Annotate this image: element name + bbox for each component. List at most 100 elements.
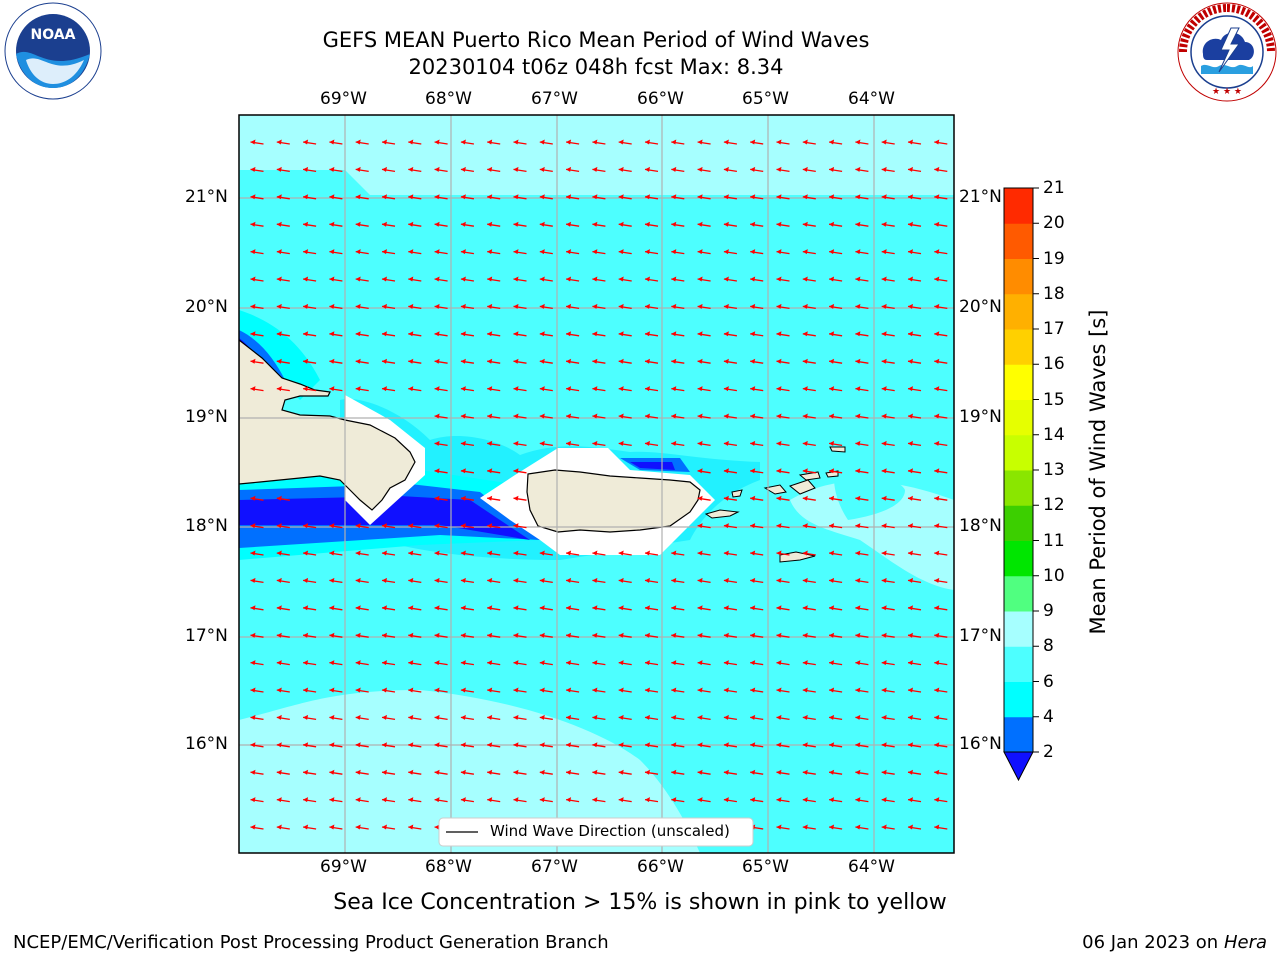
wind-wave-arrow — [276, 194, 290, 200]
wind-wave-arrow — [539, 660, 553, 666]
wind-wave-arrow — [381, 358, 396, 364]
wind-wave-arrow — [460, 605, 474, 611]
wind-wave-arrow — [329, 331, 343, 337]
colorbar-tick-label: 13 — [1043, 460, 1065, 480]
wind-wave-arrow — [487, 468, 501, 474]
lat-label: 21°N — [959, 187, 1002, 207]
wind-wave-arrow — [539, 331, 553, 337]
lat-label: 18°N — [185, 516, 228, 536]
colorbar-tick-label: 8 — [1043, 636, 1054, 657]
wind-wave-arrow — [434, 605, 448, 611]
wind-wave-arrow — [671, 440, 685, 447]
wind-wave-arrow — [723, 139, 737, 145]
wind-wave-arrow — [907, 413, 922, 419]
wind-wave-arrow — [776, 824, 790, 830]
wind-wave-arrow — [566, 660, 580, 666]
wind-wave-arrow — [697, 166, 711, 173]
wind-wave-arrow — [539, 577, 553, 584]
wind-wave-arrow — [250, 303, 264, 310]
wind-wave-arrow — [750, 714, 764, 721]
wind-wave-arrow — [750, 632, 764, 638]
wind-wave-arrow — [487, 523, 501, 529]
wind-wave-arrow — [829, 249, 843, 255]
wind-wave-arrow — [644, 577, 659, 584]
wind-wave-arrow — [750, 660, 764, 666]
wind-wave-arrow — [881, 495, 895, 501]
colorbar-segment — [1004, 434, 1033, 471]
wind-wave-arrow — [592, 413, 606, 419]
wind-wave-arrow — [487, 413, 501, 419]
wind-wave-arrow — [276, 276, 290, 282]
wind-wave-arrow — [355, 577, 369, 584]
wind-wave-arrow — [276, 495, 290, 501]
wind-wave-arrow — [381, 824, 396, 830]
wind-wave-arrow — [776, 221, 790, 227]
wind-wave-arrow — [802, 550, 816, 556]
wind-wave-arrow — [881, 139, 895, 145]
wind-wave-arrow — [671, 687, 685, 693]
wind-wave-arrow — [408, 687, 422, 693]
wind-wave-arrow — [934, 249, 948, 255]
wind-wave-arrow — [408, 797, 422, 803]
wind-wave-arrow — [460, 331, 474, 337]
wind-wave-arrow — [381, 769, 396, 775]
wind-wave-arrow — [934, 331, 948, 337]
wind-wave-arrow — [881, 632, 895, 638]
wind-wave-arrow — [644, 331, 659, 337]
wind-wave-arrow — [355, 550, 369, 556]
wind-wave-arrow — [566, 769, 580, 775]
wind-wave-arrow — [381, 687, 396, 693]
wind-wave-arrow — [408, 331, 422, 337]
wind-wave-arrow — [723, 249, 737, 255]
wind-wave-arrow — [381, 386, 396, 392]
wind-wave-arrow — [303, 523, 317, 529]
wind-wave-arrow — [802, 303, 816, 310]
wind-wave-arrow — [434, 358, 448, 364]
wind-wave-arrow — [802, 468, 816, 474]
wind-wave-arrow — [250, 276, 264, 282]
lat-label: 18°N — [959, 516, 1002, 536]
lon-label: 69°W — [320, 857, 367, 877]
wind-wave-arrow — [697, 797, 711, 803]
wind-wave-arrow — [750, 605, 764, 611]
wind-wave-arrow — [250, 249, 264, 255]
wind-wave-arrow — [671, 769, 685, 775]
wind-wave-arrow — [855, 550, 869, 556]
wind-wave-arrow — [776, 276, 790, 282]
wind-wave-arrow — [276, 166, 290, 173]
wind-wave-arrow — [750, 577, 764, 584]
wind-wave-arrow — [855, 276, 869, 282]
wind-wave-arrow — [539, 632, 553, 638]
wind-wave-arrow — [487, 632, 501, 638]
wind-wave-arrow — [250, 139, 264, 145]
wind-wave-arrow — [750, 194, 764, 200]
wind-wave-arrow — [934, 523, 948, 529]
wind-wave-arrow — [802, 358, 816, 364]
wind-wave-arrow — [723, 769, 737, 775]
landmass-hispaniola — [239, 339, 416, 511]
wind-wave-arrow — [329, 605, 343, 611]
wind-wave-arrow — [513, 331, 527, 337]
wind-wave-arrow — [460, 550, 474, 556]
landmass-puerto-rico — [526, 469, 701, 533]
wind-wave-arrow — [487, 550, 501, 556]
wind-wave-arrow — [303, 194, 317, 200]
wind-wave-arrow — [776, 331, 790, 337]
wind-wave-arrow — [671, 386, 685, 392]
wind-wave-arrow — [539, 166, 553, 173]
wind-wave-arrow — [644, 358, 659, 364]
wind-wave-arrow — [723, 714, 737, 721]
wind-wave-arrow — [671, 331, 685, 337]
wind-wave-arrow — [750, 358, 764, 364]
wind-wave-arrow — [487, 577, 501, 584]
wind-wave-arrow — [513, 194, 527, 200]
colorbar-segment — [1004, 681, 1033, 718]
wind-wave-arrow — [408, 742, 422, 748]
wind-wave-arrow — [303, 303, 317, 310]
wind-wave-arrow — [907, 495, 922, 501]
wind-wave-arrow — [408, 303, 422, 310]
wind-wave-arrow — [776, 139, 790, 145]
wind-wave-arrow — [802, 413, 816, 419]
wind-wave-arrow — [855, 605, 869, 611]
wind-wave-arrow — [697, 577, 711, 584]
